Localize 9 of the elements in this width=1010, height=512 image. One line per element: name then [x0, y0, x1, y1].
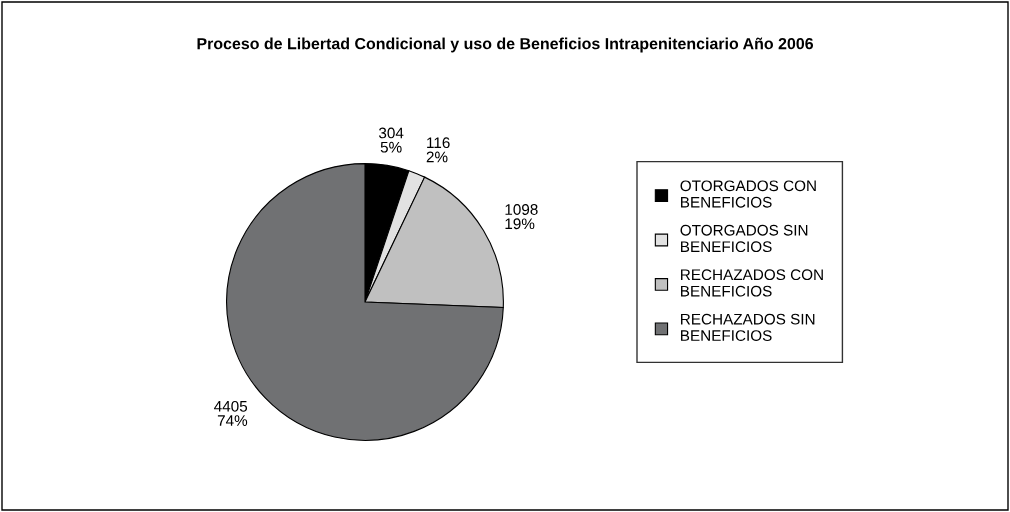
legend-label: RECHAZADOS SIN BENEFICIOS [681, 313, 815, 341]
legend-label: OTORGADOS CON BENEFICIOS [680, 180, 816, 208]
data-label: 1098 19% [505, 204, 538, 230]
data-label: 304 5% [378, 127, 404, 153]
legend-label: OTORGADOS SIN BENEFICIOS [680, 224, 808, 253]
legend-label: RECHAZADOS CON BENEFICIOS [681, 269, 823, 297]
data-label: 116 2% [426, 137, 450, 163]
data-label: 4405 74% [214, 400, 248, 426]
chart-title: Proceso de Libertad Condicional y uso de Beneficios Intrapenitenciario Año 2006 [197, 37, 814, 53]
